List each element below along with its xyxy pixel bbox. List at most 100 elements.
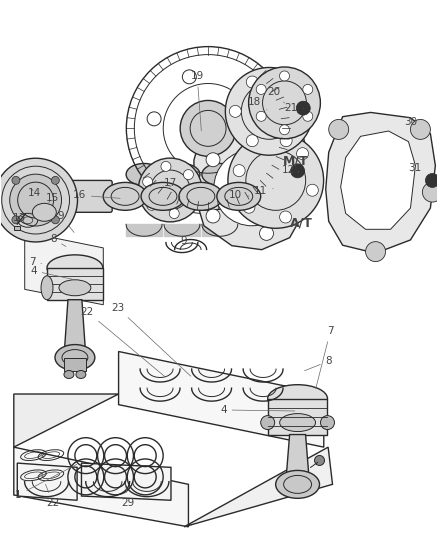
Text: 4: 4 — [30, 266, 72, 279]
Text: 1: 1 — [15, 464, 77, 500]
Ellipse shape — [161, 161, 171, 172]
Ellipse shape — [230, 166, 274, 210]
Ellipse shape — [255, 131, 269, 145]
Ellipse shape — [217, 182, 261, 211]
Ellipse shape — [279, 125, 290, 135]
Ellipse shape — [422, 182, 438, 202]
Ellipse shape — [290, 164, 304, 178]
Polygon shape — [139, 166, 154, 204]
Polygon shape — [268, 399, 328, 434]
Text: 20: 20 — [267, 87, 285, 103]
Polygon shape — [14, 394, 119, 447]
Text: 16: 16 — [73, 190, 120, 200]
FancyBboxPatch shape — [58, 180, 112, 212]
Ellipse shape — [303, 111, 313, 122]
Ellipse shape — [206, 209, 220, 223]
Ellipse shape — [220, 173, 234, 187]
Polygon shape — [64, 358, 86, 372]
Ellipse shape — [425, 173, 438, 188]
Ellipse shape — [328, 119, 349, 140]
Ellipse shape — [260, 227, 273, 240]
Ellipse shape — [249, 67, 320, 139]
Ellipse shape — [280, 135, 292, 147]
Ellipse shape — [143, 177, 152, 187]
Ellipse shape — [64, 370, 74, 378]
Ellipse shape — [12, 216, 20, 224]
Text: 8: 8 — [50, 234, 66, 246]
Text: M/T: M/T — [283, 155, 308, 168]
Ellipse shape — [297, 148, 308, 159]
Ellipse shape — [279, 414, 315, 432]
Text: 21: 21 — [284, 103, 303, 113]
Text: 10: 10 — [229, 190, 249, 200]
Polygon shape — [286, 434, 310, 484]
Ellipse shape — [169, 208, 179, 219]
Polygon shape — [341, 131, 415, 229]
Text: A/T: A/T — [290, 216, 313, 229]
Ellipse shape — [202, 164, 238, 185]
Ellipse shape — [243, 201, 255, 213]
Ellipse shape — [166, 164, 180, 177]
Ellipse shape — [314, 456, 325, 465]
Ellipse shape — [366, 241, 385, 262]
Ellipse shape — [261, 416, 275, 430]
Polygon shape — [25, 232, 103, 305]
Text: 11: 11 — [254, 186, 273, 196]
Ellipse shape — [233, 165, 245, 176]
Text: 7: 7 — [316, 326, 334, 389]
Ellipse shape — [276, 471, 319, 498]
Ellipse shape — [225, 68, 313, 155]
Ellipse shape — [206, 153, 220, 167]
Ellipse shape — [279, 71, 290, 81]
Ellipse shape — [306, 184, 318, 196]
Ellipse shape — [10, 174, 62, 226]
Ellipse shape — [47, 255, 103, 281]
Ellipse shape — [51, 176, 59, 184]
Ellipse shape — [303, 84, 313, 94]
Text: 22: 22 — [81, 306, 165, 376]
Ellipse shape — [147, 112, 161, 126]
Polygon shape — [134, 166, 149, 204]
Ellipse shape — [214, 150, 290, 226]
Text: 17: 17 — [163, 177, 177, 188]
Ellipse shape — [76, 370, 86, 378]
Polygon shape — [81, 463, 171, 500]
Ellipse shape — [237, 79, 250, 93]
Polygon shape — [47, 268, 103, 300]
Ellipse shape — [246, 76, 258, 88]
Ellipse shape — [141, 182, 185, 211]
Polygon shape — [326, 112, 435, 253]
Ellipse shape — [103, 182, 147, 211]
Polygon shape — [177, 166, 192, 204]
Ellipse shape — [279, 211, 292, 223]
Ellipse shape — [179, 182, 223, 211]
Text: 7: 7 — [29, 257, 42, 267]
Text: 19: 19 — [191, 71, 204, 131]
Text: 13: 13 — [12, 213, 26, 223]
Text: 23: 23 — [111, 303, 191, 376]
Ellipse shape — [12, 176, 20, 184]
Ellipse shape — [260, 138, 272, 150]
Ellipse shape — [268, 385, 328, 413]
Ellipse shape — [296, 101, 310, 115]
Ellipse shape — [184, 169, 194, 180]
Ellipse shape — [59, 280, 91, 296]
Text: 29: 29 — [122, 484, 135, 508]
Ellipse shape — [187, 193, 198, 203]
Ellipse shape — [230, 106, 241, 117]
Ellipse shape — [32, 203, 57, 221]
Ellipse shape — [41, 276, 53, 300]
Polygon shape — [184, 447, 332, 527]
Ellipse shape — [260, 135, 273, 149]
Ellipse shape — [321, 416, 335, 430]
Ellipse shape — [228, 133, 324, 228]
Polygon shape — [215, 166, 230, 204]
Text: 31: 31 — [408, 163, 421, 173]
Text: 15: 15 — [46, 193, 59, 204]
Ellipse shape — [410, 119, 431, 140]
Ellipse shape — [0, 158, 78, 242]
Ellipse shape — [280, 76, 292, 88]
Polygon shape — [172, 166, 187, 204]
Text: 9: 9 — [181, 236, 191, 246]
Polygon shape — [14, 447, 188, 527]
